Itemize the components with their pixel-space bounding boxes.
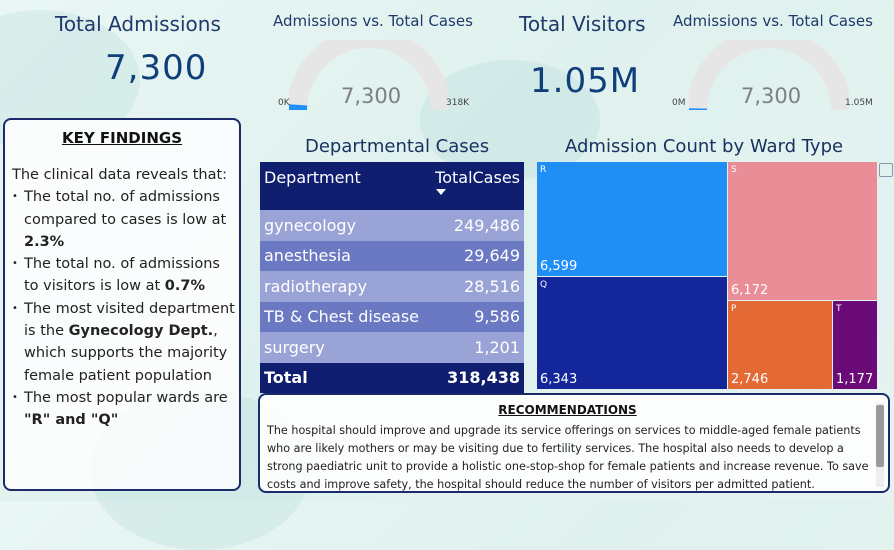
gauge-min-visitors: 0M — [672, 98, 686, 108]
bullet-icon: • — [12, 186, 24, 253]
key-findings-panel: KEY FINDINGS The clinical data reveals t… — [3, 118, 241, 491]
cases-cell: 29,649 — [428, 241, 524, 272]
total-admissions-value: 7,300 — [105, 48, 207, 88]
finding-item: • The total no. of admissions to visitor… — [12, 253, 238, 298]
cases-cell: 9,586 — [428, 302, 524, 333]
finding-item: • The most visited department is the Gyn… — [12, 298, 238, 387]
departments-table: Department TotalCases gynecology 249,486… — [260, 162, 524, 393]
departmental-cases-title: Departmental Cases — [305, 136, 489, 157]
finding-item: • The most popular wards are "R" and "Q" — [12, 387, 238, 432]
total-admissions-title: Total Admissions — [55, 12, 221, 36]
cases-cell: 1,201 — [428, 332, 524, 363]
bullet-icon: • — [12, 253, 24, 298]
gauge-value-cases: 7,300 — [341, 84, 401, 108]
key-findings-title: KEY FINDINGS — [5, 129, 239, 147]
table-row[interactable]: surgery 1,201 — [260, 332, 524, 363]
cases-cell: 28,516 — [428, 271, 524, 302]
table-total-row: Total 318,438 — [260, 363, 524, 394]
table-row[interactable]: gynecology 249,486 — [260, 210, 524, 241]
bullet-icon: • — [12, 298, 24, 387]
bullet-icon: • — [12, 387, 24, 432]
total-label: Total — [260, 363, 428, 394]
gauge-max-visitors: 1.05M — [845, 98, 873, 108]
department-cell: TB & Chest disease — [260, 302, 428, 333]
total-value: 318,438 — [428, 363, 524, 394]
table-row[interactable]: TB & Chest disease 9,586 — [260, 302, 524, 333]
department-cell: surgery — [260, 332, 428, 363]
sort-descending-icon[interactable] — [436, 189, 446, 195]
recommendations-panel: RECOMMENDATIONS The hospital should impr… — [258, 393, 890, 493]
department-cell: anesthesia — [260, 241, 428, 272]
ward-type-title: Admission Count by Ward Type — [565, 136, 843, 157]
key-findings-body: The clinical data reveals that: • The to… — [12, 164, 238, 432]
gauge-min-cases: 0K — [278, 98, 290, 108]
gauge-title-visitors: Admissions vs. Total Cases — [673, 12, 873, 30]
table-row[interactable]: anesthesia 29,649 — [260, 241, 524, 272]
recommendations-text: The hospital should improve and upgrade … — [267, 422, 875, 493]
key-findings-intro: The clinical data reveals that: — [12, 164, 238, 186]
gauge-max-cases: 318K — [446, 98, 469, 108]
gauge-value-visitors: 7,300 — [741, 84, 801, 108]
treemap-tile-t[interactable]: T 1,177 — [833, 301, 877, 389]
department-cell: gynecology — [260, 210, 428, 241]
treemap-tile-q[interactable]: Q 6,343 — [537, 277, 727, 389]
gauge-title-cases: Admissions vs. Total Cases — [273, 12, 473, 30]
treemap-tile-p[interactable]: P 2,746 — [728, 301, 832, 389]
scrollbar-thumb[interactable] — [876, 405, 884, 467]
treemap-tile-r[interactable]: R 6,599 — [537, 162, 727, 276]
recommendations-title: RECOMMENDATIONS — [260, 403, 875, 417]
column-header-total-cases[interactable]: TotalCases — [428, 162, 524, 210]
column-header-department[interactable]: Department — [260, 162, 428, 210]
focus-mode-icon[interactable] — [879, 163, 893, 177]
finding-item: • The total no. of admissions compared t… — [12, 186, 238, 253]
total-visitors-title: Total Visitors — [519, 12, 646, 36]
cases-cell: 249,486 — [428, 210, 524, 241]
total-visitors-value: 1.05M — [530, 61, 640, 101]
treemap-tile-s[interactable]: S 6,172 — [728, 162, 877, 300]
department-cell: radiotherapy — [260, 271, 428, 302]
table-row[interactable]: radiotherapy 28,516 — [260, 271, 524, 302]
